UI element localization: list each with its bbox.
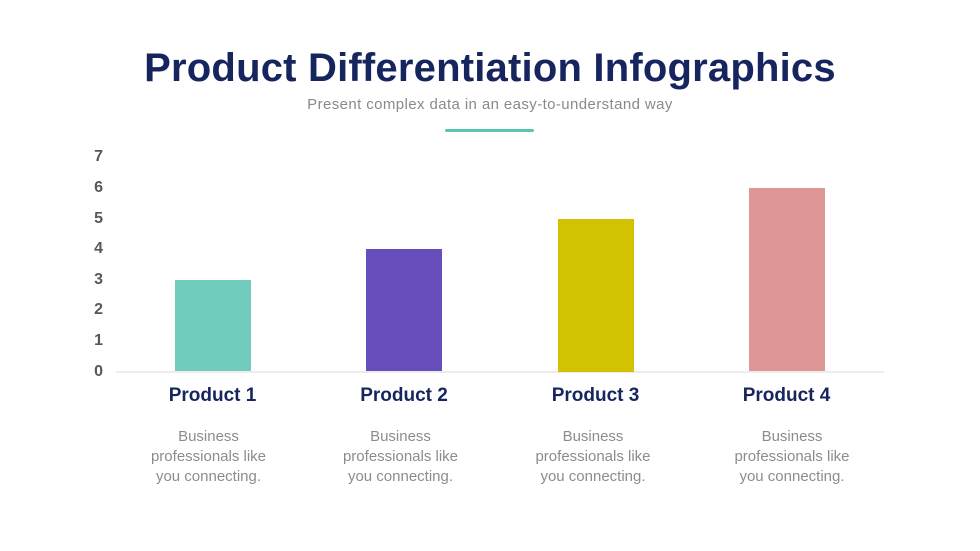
- y-axis-tick-label: 4: [94, 240, 103, 258]
- y-axis-tick-label: 3: [94, 270, 103, 288]
- x-axis-line: [116, 371, 884, 373]
- category-label: Product 4: [742, 385, 831, 406]
- subtitle-divider: [445, 129, 534, 132]
- category-label: Product 3: [551, 385, 640, 406]
- y-axis-tick-label: 6: [94, 178, 103, 196]
- bar-product-4: [749, 187, 825, 372]
- bar-product-2: [366, 249, 442, 372]
- category-description: Business professionals like you connecti…: [342, 428, 459, 485]
- category-description: Business professionals like you connecti…: [734, 428, 850, 485]
- page-title: Product Differentiation Infographics: [144, 45, 836, 90]
- bar-product-1: [174, 279, 251, 372]
- page-subtitle: Present complex data in an easy-to-under…: [307, 96, 673, 113]
- category-description: Business professionals like you connecti…: [150, 428, 267, 485]
- y-axis-tick-label: 1: [94, 331, 103, 349]
- category-label: Product 1: [168, 385, 257, 406]
- y-axis-tick-label: 7: [94, 148, 103, 166]
- y-axis-tick-label: 5: [94, 209, 103, 227]
- category-label: Product 2: [360, 385, 448, 406]
- y-axis-tick-label: 2: [94, 301, 103, 319]
- y-axis-tick-label: 0: [94, 362, 103, 380]
- bar-product-3: [557, 218, 634, 372]
- category-description: Business professionals like you connecti…: [535, 428, 651, 485]
